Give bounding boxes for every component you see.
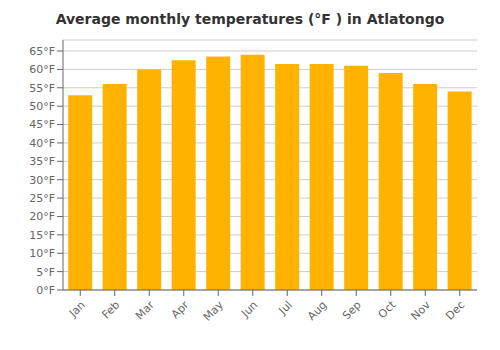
svg-text:Jun: Jun <box>238 298 260 320</box>
svg-text:Sep: Sep <box>340 298 364 322</box>
svg-text:30°F: 30°F <box>29 174 55 187</box>
svg-text:5°F: 5°F <box>36 266 55 279</box>
svg-text:Feb: Feb <box>99 298 122 321</box>
svg-text:0°F: 0°F <box>36 284 55 297</box>
svg-text:Jan: Jan <box>66 298 88 320</box>
svg-text:60°F: 60°F <box>29 63 55 76</box>
svg-text:55°F: 55°F <box>29 82 55 95</box>
svg-text:35°F: 35°F <box>29 155 55 168</box>
svg-text:45°F: 45°F <box>29 118 55 131</box>
svg-text:May: May <box>201 298 227 324</box>
svg-text:10°F: 10°F <box>29 247 55 260</box>
svg-text:Aug: Aug <box>305 298 329 322</box>
svg-text:50°F: 50°F <box>29 100 55 113</box>
svg-text:40°F: 40°F <box>29 137 55 150</box>
svg-text:15°F: 15°F <box>29 229 55 242</box>
svg-text:25°F: 25°F <box>29 192 55 205</box>
svg-text:Oct: Oct <box>376 298 399 321</box>
svg-text:Apr: Apr <box>169 298 192 321</box>
svg-text:Nov: Nov <box>409 298 434 323</box>
svg-text:65°F: 65°F <box>29 45 55 58</box>
html-text:Average monthly temperatures (: Average monthly temperatures (°F ) in At… <box>55 11 445 27</box>
svg-text:Dec: Dec <box>443 298 467 322</box>
svg-text:20°F: 20°F <box>29 210 55 223</box>
svg-text:Jul: Jul <box>276 298 295 317</box>
svg-text:Mar: Mar <box>133 298 157 322</box>
